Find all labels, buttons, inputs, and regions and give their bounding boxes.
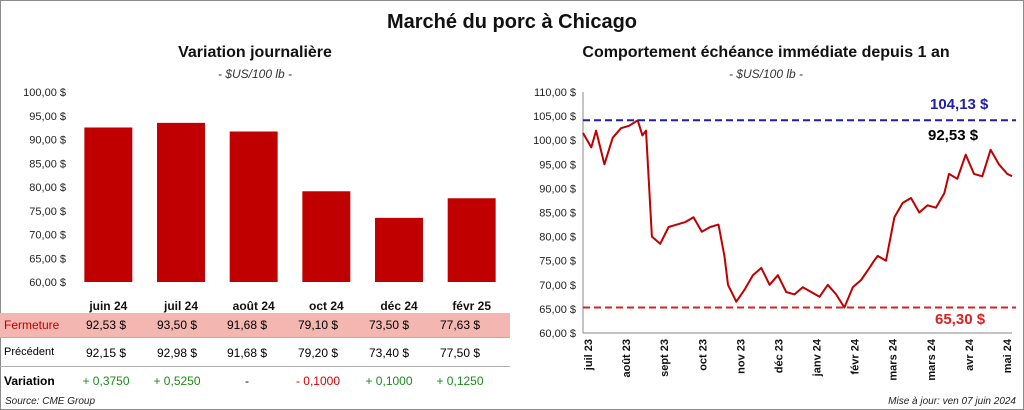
line-x-tick-label: août 23 <box>621 339 633 378</box>
bar-x-labels: juin 24 juil 24 août 24 oct 24 déc 24 févr 25 <box>88 299 491 313</box>
precedent-cell: 79,20 $ <box>297 346 339 360</box>
bar-y-tick-label: 80,00 $ <box>29 182 66 194</box>
precedent-cell: 91,68 $ <box>226 346 268 360</box>
min-label: 65,30 $ <box>935 311 986 328</box>
variation-cell: + 0,1000 <box>365 374 413 388</box>
precedent-cell: 92,98 $ <box>156 346 198 360</box>
line-x-tick-label: févr 24 <box>850 338 862 374</box>
line-x-tick-label: oct 23 <box>697 339 709 371</box>
variation-cell: + 0,3750 <box>82 374 130 388</box>
price-series-line <box>582 119 1013 309</box>
bar-x-tick-label: déc 24 <box>380 299 418 313</box>
bar <box>157 122 205 282</box>
bar-y-axis: 60,00 $ 65,00 $ 70,00 $ 75,00 $ 80,00 $ 85,00… <box>23 87 66 289</box>
bar-y-tick-label: 90,00 $ <box>29 135 66 147</box>
line-x-tick-label: juil 23 <box>583 339 595 371</box>
update-note: Mise à jour: ven 07 juin 2024 <box>888 396 1016 407</box>
bar <box>375 217 423 282</box>
line-x-tick-label: déc 23 <box>773 339 785 373</box>
line-x-tick-label: mars 24 <box>888 338 900 380</box>
precedent-row: Précédent 92,15 $ 92,98 $ 91,68 $ 79,20 … <box>0 341 510 365</box>
bar-x-tick-label: août 24 <box>233 299 275 313</box>
page-title: Marché du porc à Chicago <box>386 11 638 33</box>
max-label: 104,13 $ <box>930 96 989 113</box>
precedent-label: Précédent <box>4 346 55 358</box>
fermeture-cell: 91,68 $ <box>226 318 268 332</box>
line-x-tick-label: mars 24 <box>926 338 938 380</box>
variation-cell: + 0,5250 <box>153 374 201 388</box>
line-x-axis: juil 23 août 23 sept 23 oct 23 nov 23 déc 23 j… <box>583 332 1014 381</box>
bar <box>84 127 133 282</box>
fermeture-cell: 73,50 $ <box>368 318 410 332</box>
front-month-line-chart: 60,00 $ 65,00 $ 70,00 $ 75,00 $ 80,00 $ 85,00… <box>533 87 1016 381</box>
bar <box>229 131 278 282</box>
bar-x-tick-label: juil 24 <box>163 299 198 313</box>
variation-cell: - 0,1000 <box>295 374 341 388</box>
bar <box>447 198 496 282</box>
fermeture-cell: 79,10 $ <box>297 318 339 332</box>
bar-bars <box>84 122 496 282</box>
table-divider <box>0 366 510 367</box>
line-y-tick-label: 95,00 $ <box>539 159 576 171</box>
bar-y-tick-label: 65,00 $ <box>29 253 66 265</box>
bar-y-tick-label: 100,00 $ <box>23 87 66 99</box>
bar-y-tick-label: 95,00 $ <box>29 111 66 123</box>
bar-x-tick-label: févr 25 <box>452 299 491 313</box>
fermeture-cell: 93,50 $ <box>156 318 198 332</box>
precedent-cell: 73,40 $ <box>368 346 410 360</box>
line-y-tick-label: 105,00 $ <box>533 111 576 123</box>
variation-cell: - <box>245 374 249 388</box>
daily-variation-bar-chart: 60,00 $ 65,00 $ 70,00 $ 75,00 $ 80,00 $ 85,00… <box>23 87 496 313</box>
bar-y-tick-label: 75,00 $ <box>29 206 66 218</box>
bar <box>302 191 351 282</box>
line-y-axis: 60,00 $ 65,00 $ 70,00 $ 75,00 $ 80,00 $ 85,00… <box>533 87 584 340</box>
right-chart-title: Comportement échéance immédiate depuis 1… <box>582 44 950 61</box>
fermeture-row-bg <box>0 313 510 337</box>
bar-y-tick-label: 85,00 $ <box>29 158 66 170</box>
precedent-cell: 92,15 $ <box>85 346 127 360</box>
fermeture-label: Fermeture <box>4 318 60 332</box>
bar-y-tick-label: 70,00 $ <box>29 230 66 242</box>
line-x-tick-label: mai 24 <box>1002 338 1014 373</box>
variation-row: Variation + 0,3750 + 0,5250 - - 0,1000 +… <box>0 369 510 393</box>
table-divider <box>0 337 510 338</box>
variation-label: Variation <box>4 374 55 388</box>
line-x-tick-label: nov 23 <box>735 339 747 374</box>
line-y-tick-label: 90,00 $ <box>539 183 576 195</box>
left-chart-unit: - $US/100 lb - <box>217 67 293 81</box>
bar-x-tick-label: oct 24 <box>309 299 344 313</box>
fermeture-row: Fermeture 92,53 $ 93,50 $ 91,68 $ 79,10 … <box>0 313 510 337</box>
precedent-cell: 77,50 $ <box>439 346 481 360</box>
line-series <box>582 119 1013 309</box>
line-y-tick-label: 70,00 $ <box>539 280 576 292</box>
line-y-tick-label: 100,00 $ <box>533 135 576 147</box>
line-y-tick-label: 85,00 $ <box>539 208 576 220</box>
source-note: Source: CME Group <box>5 396 96 407</box>
last-price-label: 92,53 $ <box>928 127 979 144</box>
line-y-tick-label: 75,00 $ <box>539 256 576 268</box>
line-y-tick-label: 65,00 $ <box>539 304 576 316</box>
bar-x-tick-label: juin 24 <box>88 299 127 313</box>
variation-cell: + 0,1250 <box>436 374 484 388</box>
line-x-tick-label: sept 23 <box>659 339 671 377</box>
line-y-tick-label: 110,00 $ <box>534 87 576 99</box>
bar-y-tick-label: 60,00 $ <box>29 277 66 289</box>
line-x-tick-label: janv 24 <box>812 338 824 377</box>
line-reference <box>583 119 1016 309</box>
fermeture-cell: 77,63 $ <box>439 318 481 332</box>
line-x-tick-label: avr 24 <box>964 338 976 371</box>
line-y-tick-label: 80,00 $ <box>539 232 576 244</box>
fermeture-cell: 92,53 $ <box>85 318 127 332</box>
line-y-tick-label: 60,00 $ <box>539 328 576 340</box>
left-chart-title: Variation journalière <box>178 44 332 61</box>
right-chart-unit: - $US/100 lb - <box>728 67 804 81</box>
